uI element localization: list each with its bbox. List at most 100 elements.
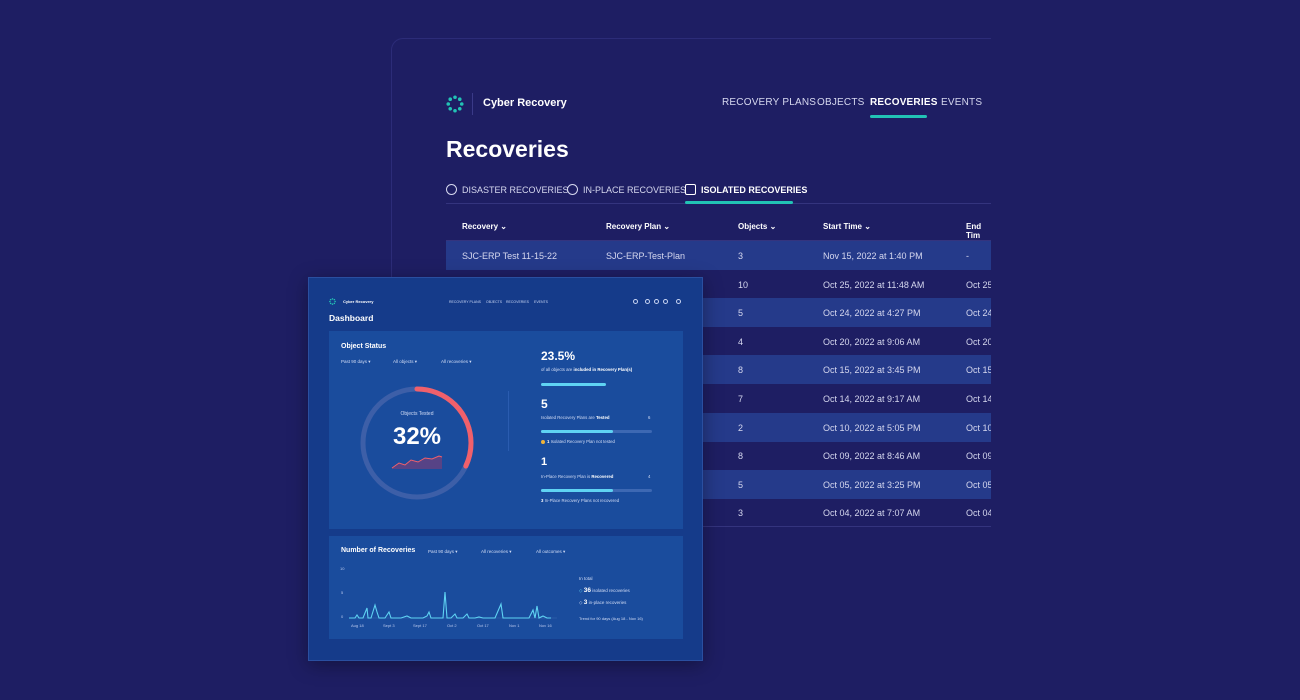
table-row[interactable]: 3 Oct 04, 2022 at 7:07 AM Oct 04, [446,498,991,527]
cyber-recovery-logo-icon [329,298,336,305]
brand-name: Cyber Recovery [343,299,374,304]
tab-label: ISOLATED RECOVERIES [701,184,808,195]
nav-objects[interactable]: OBJECTS [817,97,865,108]
x-tick: Sept 17 [413,623,428,628]
stat-included-bar [541,383,606,386]
filter-time[interactable]: Past 90 days ▾ [341,359,371,364]
filter-time[interactable]: Past 90 days ▾ [428,549,458,554]
y-tick-5: 5 [341,590,344,595]
filter-recoveries[interactable]: All recoveries ▾ [441,359,472,364]
object-status-panel: Object Status Past 90 days ▾ All objects… [329,331,683,529]
panel-separator [508,391,509,451]
search-icon[interactable] [633,299,638,304]
in-total-label: In total [579,576,593,581]
brand-name: Cyber Recovery [483,97,567,109]
dashboard-title: Dashboard [329,313,374,323]
x-tick: Nov 1 [509,623,520,628]
x-tick: Oct 2 [447,623,457,628]
nav-objects[interactable]: OBJECTS [486,300,503,304]
tab-active-indicator [685,201,793,204]
table-row[interactable]: 4 Oct 20, 2022 at 9:06 AM Oct 20, [446,327,991,356]
brand-divider [472,93,473,115]
table-end-divider [446,526,991,527]
cell-start: Oct 09, 2022 at 8:46 AM [823,451,921,462]
x-tick: Sept 3 [383,623,395,628]
x-tick: Aug 18 [351,623,364,628]
nav-events[interactable]: EVENTS [941,97,983,108]
column-header-end-time[interactable]: End Tim [966,222,982,240]
cell-end: Oct 24, [966,308,991,319]
tab-disaster-recoveries[interactable]: DISASTER RECOVERIES [446,184,569,195]
cell-objects: 5 [738,479,744,490]
nav-events[interactable]: EVENTS [534,300,549,304]
cell-objects: 4 [738,336,744,347]
cell-start: Oct 24, 2022 at 4:27 PM [823,308,921,319]
stat-inplace-bar-fill [541,489,613,492]
cell-end: Oct 04, [966,508,991,519]
y-tick-0: 0 [341,614,344,619]
cell-objects: 2 [738,422,744,433]
stat-isolated-text: Isolated Recovery Plans are Tested [541,415,610,420]
cell-objects: 7 [738,394,744,404]
panel-title: Number of Recoveries [341,547,416,554]
gauge-label: Objects Tested [400,411,434,417]
header-divider [446,240,991,241]
objects-tested-gauge [360,386,474,500]
stat-isolated-total: 6 [648,415,651,420]
nav-recoveries[interactable]: RECOVERIES [506,300,529,304]
stat-included-value: 23.5% [541,349,576,363]
table-row[interactable]: 7 Oct 14, 2022 at 9:17 AM Oct 14, [446,384,991,413]
table-row[interactable]: 8 Oct 09, 2022 at 8:46 AM Oct 09, [446,441,991,470]
cell-objects: 10 [738,279,749,290]
nav-recovery-plans[interactable]: RECOVERY PLANS [449,300,481,304]
table-row[interactable]: 10 Oct 25, 2022 at 11:48 AM Oct 25, [446,270,991,299]
nav-recoveries[interactable]: RECOVERIES [870,97,938,108]
stat-isolated-value: 5 [541,397,548,411]
gauge-value: 32% [392,423,442,450]
isolated-recovery-icon: ◇ [579,588,583,593]
column-header-recovery[interactable]: Recovery ⌄ [462,222,507,231]
filter-objects[interactable]: All objects ▾ [393,359,418,364]
cell-objects: 3 [738,251,744,261]
cell-start: Oct 25, 2022 at 11:48 AM [823,279,925,290]
column-header-objects[interactable]: Objects ⌄ [738,222,777,231]
in-place-recovery-icon [567,184,578,195]
cell-start: Oct 14, 2022 at 9:17 AM [823,394,921,404]
column-header-recovery-plan[interactable]: Recovery Plan ⌄ [606,222,671,231]
x-tick: Nov 16 [539,623,552,628]
chevron-down-icon: ⌄ [864,222,871,231]
cell-end: Oct 05, [966,479,991,490]
column-header-start-time[interactable]: Start Time ⌄ [823,222,871,231]
cell-end: Oct 14, [966,394,991,404]
gear-icon[interactable] [654,299,659,304]
cyber-recovery-logo-icon [446,95,464,113]
nav-recovery-plans[interactable]: RECOVERY PLANS [722,97,817,108]
stat-isolated-bar-fill [541,430,613,433]
chevron-down-icon: ⌄ [663,222,671,231]
panel-title: Object Status [341,343,387,350]
bell-icon[interactable] [645,299,650,304]
cell-end: Oct 25, [966,279,991,290]
cell-start: Oct 10, 2022 at 5:05 PM [823,422,921,433]
cell-end: - [966,251,969,261]
stat-inplace-value: 1 [541,456,548,468]
cell-end: Oct 09, [966,451,991,462]
stat-isolated-note: 1 Isolated Recovery Plan not tested [541,439,615,444]
tab-isolated-recoveries[interactable]: ISOLATED RECOVERIES [685,184,807,195]
user-icon[interactable] [676,299,681,304]
y-tick-10: 10 [340,566,345,571]
stat-inplace-total: 4 [648,474,651,479]
cell-start: Oct 20, 2022 at 9:06 AM [823,336,921,347]
in-place-recovery-icon: ◇ [579,600,583,605]
legend-inplace: ◇ 3 in-place recoveries [579,599,627,606]
warning-dot-icon [541,439,545,444]
apps-icon[interactable] [663,299,668,304]
cell-objects: 5 [738,308,744,319]
table-row[interactable]: SJC-ERP Test 11-15-22 SJC-ERP-Test-Plan 3 N… [446,241,991,270]
chevron-down-icon: ⌄ [500,222,507,231]
filter-outcomes[interactable]: All outcomes ▾ [536,549,566,554]
stat-inplace-text: In-Place Recovery Plan is Recovered [541,474,614,479]
isolated-recovery-icon [685,184,696,195]
filter-recoveries[interactable]: All recoveries ▾ [481,549,512,554]
tab-in-place-recoveries[interactable]: IN-PLACE RECOVERIES [567,184,686,195]
